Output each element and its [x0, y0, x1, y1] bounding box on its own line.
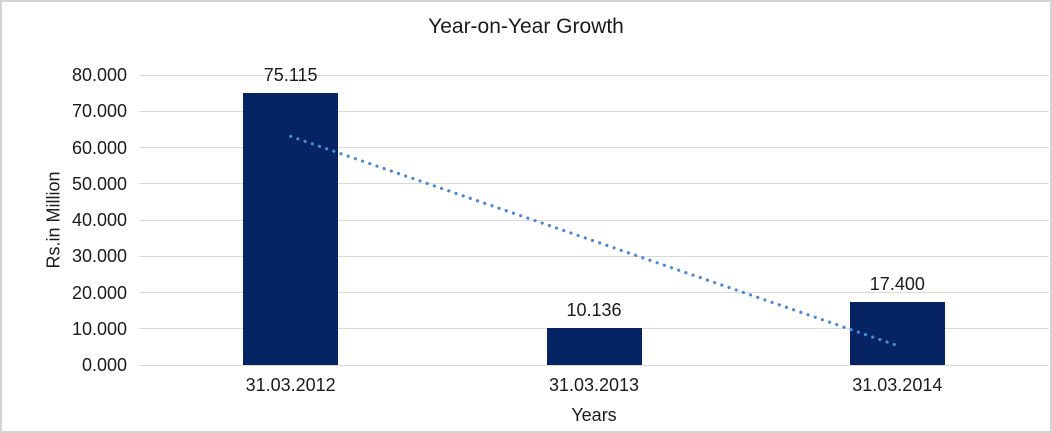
- y-tick-label: 80.000: [71, 65, 127, 85]
- x-category-label: 31.03.2012: [245, 375, 336, 395]
- bar-31.03.2013: [546, 328, 642, 365]
- chart-title: Year-on-Year Growth: [428, 15, 624, 38]
- gridline: [139, 364, 1049, 366]
- gridline: [139, 110, 1049, 112]
- x-category-label: 31.03.2013: [548, 375, 640, 395]
- y-tick-label: 70.000: [71, 101, 127, 122]
- gridline: [139, 74, 1049, 76]
- x-category-label: 31.03.2014: [852, 375, 943, 395]
- y-tick-label: 0.000: [81, 355, 127, 375]
- y-tick-label: 20.000: [71, 282, 127, 303]
- x-axis-title: Years: [571, 405, 617, 425]
- y-tick-label: 50.000: [71, 173, 127, 194]
- bar-31.03.2012: [243, 92, 339, 365]
- bar-value-label: 10.136: [566, 300, 622, 321]
- y-tick-label: 30.000: [71, 246, 127, 267]
- bar-value-label: 17.400: [869, 273, 925, 294]
- y-tick-label: 10.000: [71, 318, 127, 339]
- y-tick-label: 40.000: [71, 210, 127, 230]
- y-tick-label: 60.000: [71, 137, 127, 158]
- bar-value-label: 75.115: [263, 64, 318, 85]
- bar-31.03.2014: [849, 301, 945, 365]
